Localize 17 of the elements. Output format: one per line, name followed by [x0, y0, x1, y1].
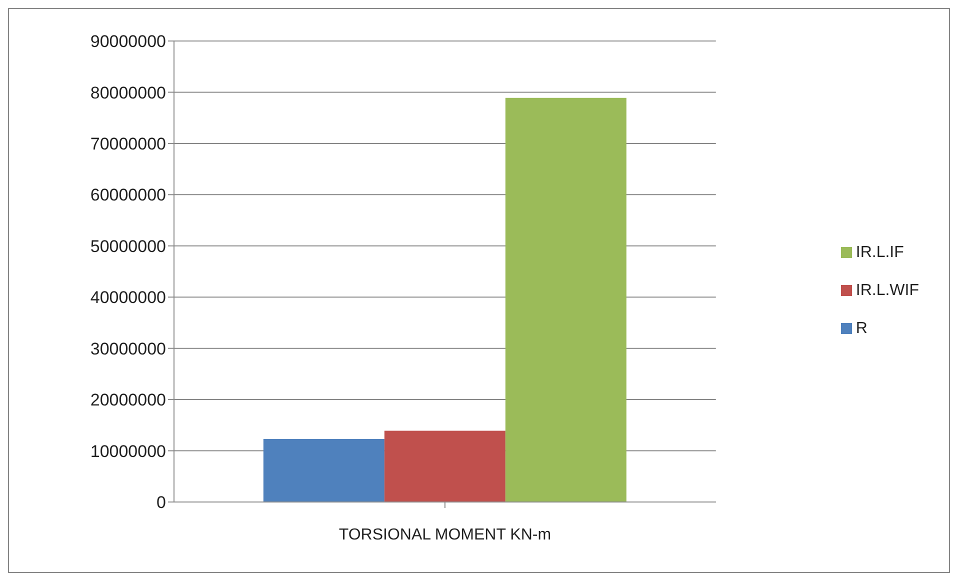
bar	[384, 430, 506, 502]
legend-label: IR.L.IF	[856, 244, 904, 260]
legend-label: IR.L.WIF	[856, 282, 919, 298]
y-tick-label: 0	[156, 493, 166, 512]
y-tick-label: 60000000	[90, 186, 166, 205]
y-tick-label: 80000000	[90, 83, 166, 102]
y-tick-label: 30000000	[90, 339, 166, 358]
x-tick-label: TORSIONAL MOMENT KN-m	[338, 526, 552, 544]
legend-label: R	[856, 320, 868, 336]
y-tick-label: 20000000	[90, 390, 166, 410]
y-tick-label: 90000000	[90, 32, 166, 52]
y-tick-label: 70000000	[90, 134, 166, 154]
bar	[263, 438, 384, 502]
y-tick-label: 40000000	[90, 288, 166, 308]
y-tick-label: 50000000	[90, 236, 166, 256]
y-tick-label: 10000000	[90, 442, 166, 461]
bar	[505, 98, 626, 502]
